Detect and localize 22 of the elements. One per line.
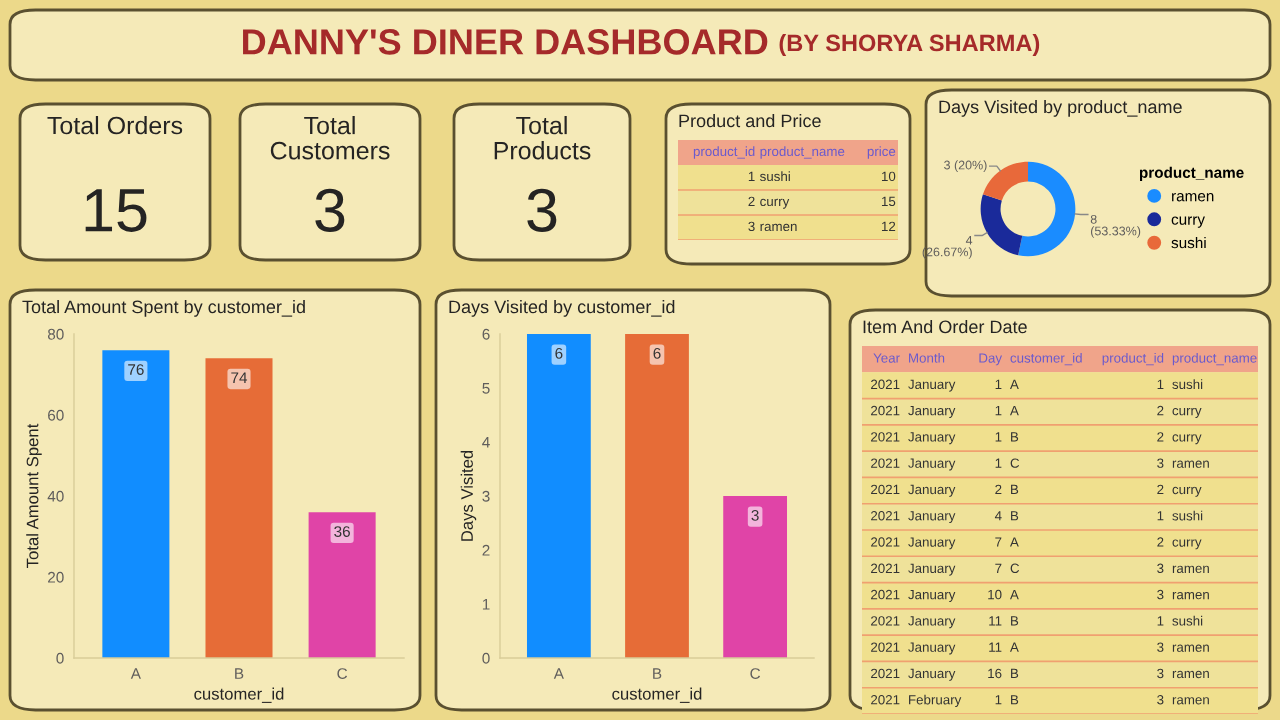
text: 3 <box>315 188 345 232</box>
x-axis-title: customer_id <box>612 687 702 703</box>
bar <box>102 350 170 658</box>
text: Product and Price <box>679 114 821 128</box>
text: Total Customers <box>270 116 390 160</box>
chart-title: Days Visited by customer_id <box>449 300 675 317</box>
y-axis-title: Total Amount Spent <box>26 423 42 568</box>
text: 15 <box>85 189 147 232</box>
y-axis-title: Days Visited <box>460 450 477 541</box>
bar <box>205 358 273 658</box>
chart-title: Days Visited by product_name <box>939 100 1182 117</box>
text: Total Orders <box>47 116 183 135</box>
text: DANNY'S DINER DASHBOARD <box>243 29 768 55</box>
donut-slice <box>980 194 1023 256</box>
text: Item And Order Date <box>863 320 1027 334</box>
x-axis-title: customer_id <box>194 687 284 703</box>
text: 3 <box>527 188 557 232</box>
donut-slice <box>1018 161 1076 257</box>
text: Total Products <box>494 116 591 160</box>
text: (BY SHORYA SHARMA) <box>779 34 1040 56</box>
chart-title: Total Amount Spent by customer_id <box>22 300 305 317</box>
bar <box>308 512 376 658</box>
